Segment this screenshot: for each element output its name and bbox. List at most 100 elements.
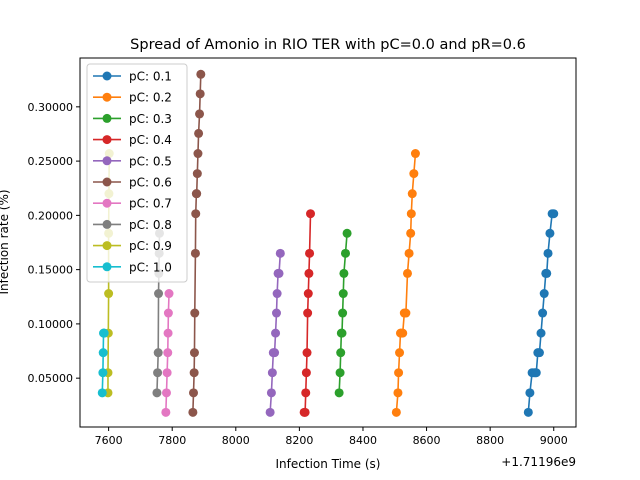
y-tick-label: 0.20000 — [28, 209, 74, 222]
legend-marker — [102, 177, 112, 187]
data-point — [306, 209, 316, 219]
series-2 — [334, 228, 352, 398]
data-point — [192, 169, 202, 179]
x-tick-label: 8600 — [413, 434, 441, 447]
data-point — [542, 268, 552, 278]
data-point — [406, 228, 416, 238]
data-point — [162, 368, 172, 378]
data-point — [338, 308, 348, 318]
data-point — [266, 388, 276, 398]
data-point — [161, 388, 171, 398]
data-point — [407, 189, 417, 199]
legend-label: pC: 0.8 — [129, 218, 172, 232]
legend-marker — [102, 71, 112, 81]
y-tick-label: 0.30000 — [28, 101, 74, 114]
legend-label: pC: 0.4 — [129, 133, 172, 147]
legend-item: pC: 0.5 — [93, 154, 172, 168]
data-point — [394, 368, 404, 378]
series-6 — [161, 289, 174, 417]
data-point — [163, 308, 173, 318]
legend-item: pC: 0.8 — [93, 218, 172, 232]
legend-item: pC: 0.7 — [93, 197, 172, 211]
y-tick-label: 0.05000 — [28, 372, 74, 385]
data-point — [189, 348, 199, 358]
legend-label: pC: 0.6 — [129, 176, 172, 190]
data-point — [271, 328, 281, 338]
data-point — [409, 169, 419, 179]
series-line — [338, 233, 348, 393]
data-point — [302, 348, 312, 358]
data-point — [340, 248, 350, 258]
data-point — [104, 289, 114, 299]
legend-label: pC: 1.0 — [129, 260, 172, 274]
y-tick-label: 0.25000 — [28, 155, 74, 168]
data-point — [342, 228, 352, 238]
x-tick-label: 9000 — [540, 434, 568, 447]
data-point — [164, 289, 174, 299]
data-point — [154, 289, 164, 299]
data-point — [97, 388, 107, 398]
x-tick-label: 8800 — [476, 434, 504, 447]
data-point — [189, 388, 199, 398]
data-point — [161, 407, 171, 417]
data-point — [338, 289, 348, 299]
data-point — [275, 248, 285, 258]
series-line — [304, 213, 312, 414]
data-point — [153, 368, 163, 378]
x-tick-label: 7800 — [158, 434, 186, 447]
legend-item: pC: 1.0 — [93, 260, 172, 274]
y-axis: 0.05000 0.10000 0.15000 0.20000 0.25000 0.300… — [28, 101, 80, 385]
data-point — [404, 248, 414, 258]
legend-item: pC: 0.2 — [93, 91, 172, 105]
legend-item: pC: 0.6 — [93, 176, 172, 190]
legend-item: pC: 0.1 — [93, 70, 172, 84]
data-point — [543, 248, 553, 258]
data-point — [304, 268, 314, 278]
legend-label: pC: 0.2 — [129, 91, 172, 105]
data-point — [410, 149, 420, 159]
data-point — [401, 308, 411, 318]
chart-title: Spread of Amonio in RIO TER with pC=0.0 … — [130, 37, 526, 53]
data-point — [303, 289, 313, 299]
legend-label: pC: 0.3 — [129, 112, 172, 126]
series-4 — [265, 248, 285, 417]
data-point — [271, 308, 281, 318]
x-tick-label: 8000 — [222, 434, 250, 447]
legend-marker — [102, 262, 112, 272]
data-point — [188, 407, 198, 417]
data-point — [531, 368, 541, 378]
data-point — [393, 388, 403, 398]
legend-item: pC: 0.9 — [93, 239, 172, 253]
series-3 — [299, 209, 316, 417]
series-1 — [391, 149, 420, 417]
data-point — [153, 348, 163, 358]
data-point — [305, 248, 315, 258]
legend-marker — [102, 135, 112, 145]
data-point — [191, 209, 201, 219]
x-axis: 7600 7800 8000 8200 8400 8600 8800 9000 — [95, 427, 568, 447]
data-point — [163, 348, 173, 358]
plot-frame — [79, 57, 577, 428]
data-point — [339, 268, 349, 278]
data-point — [193, 149, 203, 159]
data-point — [267, 368, 277, 378]
x-axis-offset: +1.71196e9 — [501, 455, 576, 469]
data-point — [265, 407, 275, 417]
legend-marker — [102, 241, 112, 251]
data-point — [303, 308, 313, 318]
data-point — [538, 308, 548, 318]
data-point — [534, 348, 544, 358]
data-point — [523, 407, 533, 417]
data-point — [99, 328, 109, 338]
legend-marker — [102, 113, 112, 123]
data-point — [336, 348, 346, 358]
x-tick-label: 8200 — [285, 434, 313, 447]
data-point — [549, 209, 559, 219]
x-axis-label: Infection Time (s) — [276, 457, 381, 471]
data-point — [98, 348, 108, 358]
data-point — [189, 368, 199, 378]
y-tick-label: 0.10000 — [28, 318, 74, 331]
x-tick-label: 8400 — [349, 434, 377, 447]
data-point — [196, 69, 206, 79]
